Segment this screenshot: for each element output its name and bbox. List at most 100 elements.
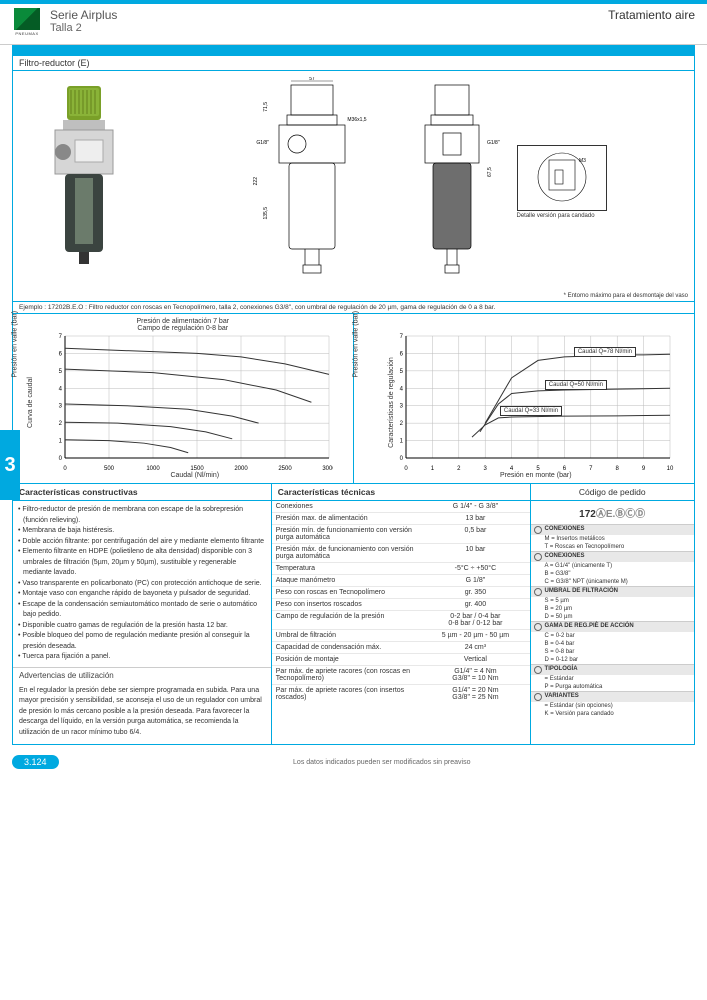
constructive-header: Características constructivas (13, 484, 271, 501)
option-row: B = G3/8" (531, 570, 694, 578)
svg-text:1: 1 (59, 439, 63, 445)
footnote: * Entorno máximo para el desmontaje del … (13, 293, 694, 301)
tech-label: Temperatura (272, 563, 422, 574)
tech-value: 10 bar (421, 544, 529, 562)
svg-text:0: 0 (63, 466, 67, 472)
order-options: CONEXIONESM = Insertos metálicosT = Rosc… (531, 524, 694, 718)
order-header: Código de pedido (531, 484, 694, 501)
option-row: P = Purga automática (531, 683, 694, 691)
chart-left-title1: Presión de alimentación 7 bar (19, 318, 347, 325)
svg-text:7: 7 (59, 334, 63, 340)
dim-port2: G1/8" (487, 140, 500, 146)
tech-row: Campo de regulación de la presión0-2 bar… (272, 611, 530, 630)
svg-text:6: 6 (399, 351, 403, 357)
side-drawing: G1/8" 67,5 (397, 77, 507, 287)
brand-name: PNEUMAX (15, 31, 38, 36)
tech-value: 24 cm³ (421, 642, 529, 653)
chart-left-ylabel: Presión en valle (bar) (12, 310, 19, 377)
chart-right-ylabel: Presión en valle (bar) (352, 310, 359, 377)
svg-text:8: 8 (615, 466, 619, 472)
tech-row: Par máx. de apriete racores (con inserto… (272, 685, 530, 703)
chart-left-sidelabel: Curva de caudal (27, 377, 34, 428)
tech-row: Posición de montajeVertical (272, 654, 530, 666)
option-row: B = 0-4 bar (531, 640, 694, 648)
dim-detail: M3 (579, 158, 586, 164)
product-photo (19, 77, 149, 287)
svg-text:6: 6 (562, 466, 566, 472)
svg-text:1500: 1500 (190, 466, 204, 472)
tech-value: G1/4" = 4 Nm G3/8" = 10 Nm (421, 666, 529, 684)
category-title: Tratamiento aire (608, 8, 695, 22)
order-code: 172ⒶE.ⒷⒸⒹ (531, 501, 694, 524)
option-row: = Estándar (sin opciones) (531, 702, 694, 710)
dim-width: 57 (309, 77, 315, 82)
svg-text:2500: 2500 (278, 466, 292, 472)
tech-label: Campo de regulación de la presión (272, 611, 422, 629)
warning-text: En el regulador la presión debe ser siem… (13, 683, 271, 745)
tech-row: ConexionesG 1/4" - G 3/8" (272, 501, 530, 513)
tech-label: Presión máx. de funcionamiento con versi… (272, 544, 422, 562)
tech-value: G 1/4" - G 3/8" (421, 501, 529, 512)
tech-row: Peso con insertos roscadosgr. 400 (272, 599, 530, 611)
option-row: C = 0-2 bar (531, 632, 694, 640)
svg-text:1: 1 (430, 466, 434, 472)
svg-text:2000: 2000 (234, 466, 248, 472)
detail-drawing: M3 (517, 145, 607, 211)
option-group-head: CONEXIONES (531, 552, 694, 562)
tech-row: Presión máx. de funcionamiento con versi… (272, 544, 530, 563)
svg-text:5: 5 (59, 369, 63, 375)
chart-right-xlabel: Presión en monte (bar) (384, 472, 689, 479)
option-row: K = Versión para candado (531, 710, 694, 718)
svg-text:3: 3 (59, 404, 63, 410)
option-marker-icon (534, 623, 542, 631)
constructive-item: Elemento filtrante en HDPE (polietileno … (23, 547, 265, 579)
option-marker-icon (534, 553, 542, 561)
svg-text:0: 0 (59, 456, 63, 462)
tech-value: Vertical (421, 654, 529, 665)
svg-text:0: 0 (404, 466, 408, 472)
dim-total: 222 (253, 177, 259, 186)
dim-bowl: 135,5 (263, 207, 269, 220)
tech-row: Ataque manómetroG 1/8" (272, 575, 530, 587)
svg-text:5: 5 (399, 369, 403, 375)
option-row: S = 5 µm (531, 597, 694, 605)
option-row: T = Roscas en Tecnopolímero (531, 543, 694, 551)
page-header: PNEUMAX Serie Airplus Talla 2 Tratamient… (0, 4, 707, 45)
section-title: Filtro-reductor (E) (13, 56, 694, 71)
svg-text:9: 9 (641, 466, 645, 472)
tech-value: 0,5 bar (421, 525, 529, 543)
svg-text:3: 3 (483, 466, 487, 472)
option-row: C = G3/8" NPT (únicamente M) (531, 578, 694, 586)
option-row: D = 0-12 bar (531, 656, 694, 664)
svg-text:2: 2 (59, 421, 63, 427)
svg-text:3: 3 (399, 404, 403, 410)
tech-row: Par máx. de apriete racores (con roscas … (272, 666, 530, 685)
tech-label: Posición de montaje (272, 654, 422, 665)
tech-label: Peso con roscas en Tecnopolímero (272, 587, 422, 598)
option-marker-icon (534, 693, 542, 701)
svg-text:6: 6 (59, 351, 63, 357)
footer-disclaimer: Los datos indicados pueden ser modificad… (69, 759, 695, 766)
flow-chart: Curva de caudal Presión de alimentación … (13, 314, 354, 483)
tech-row: Presión mín. de funcionamiento con versi… (272, 525, 530, 544)
chart-left-xlabel: Caudal (Nl/min) (43, 472, 347, 479)
svg-text:5: 5 (536, 466, 540, 472)
option-group-head: GAMA DE REG.PIÈ DE ACCIÓN (531, 622, 694, 632)
option-row: A = G1/4" (únicamente T) (531, 562, 694, 570)
tech-row: Presión max. de alimentación13 bar (272, 513, 530, 525)
tech-row: Peso con roscas en Tecnopolímerogr. 350 (272, 587, 530, 599)
option-row: = Estándar (531, 675, 694, 683)
constructive-list: Filtro-reductor de presión de membrana c… (13, 501, 271, 667)
tech-value: gr. 400 (421, 599, 529, 610)
option-group-head: CONEXIONES (531, 525, 694, 535)
svg-text:500: 500 (104, 466, 115, 472)
tech-label: Conexiones (272, 501, 422, 512)
tech-value: 13 bar (421, 513, 529, 524)
svg-text:7: 7 (589, 466, 593, 472)
tech-row: Capacidad de condensación máx.24 cm³ (272, 642, 530, 654)
tech-value: gr. 350 (421, 587, 529, 598)
tech-value: 0-2 bar / 0-4 bar 0-8 bar / 0-12 bar (421, 611, 529, 629)
constructive-item: Disponible cuatro gamas de regulación de… (23, 621, 265, 632)
tech-value: G 1/8" (421, 575, 529, 586)
tech-label: Presión max. de alimentación (272, 513, 422, 524)
